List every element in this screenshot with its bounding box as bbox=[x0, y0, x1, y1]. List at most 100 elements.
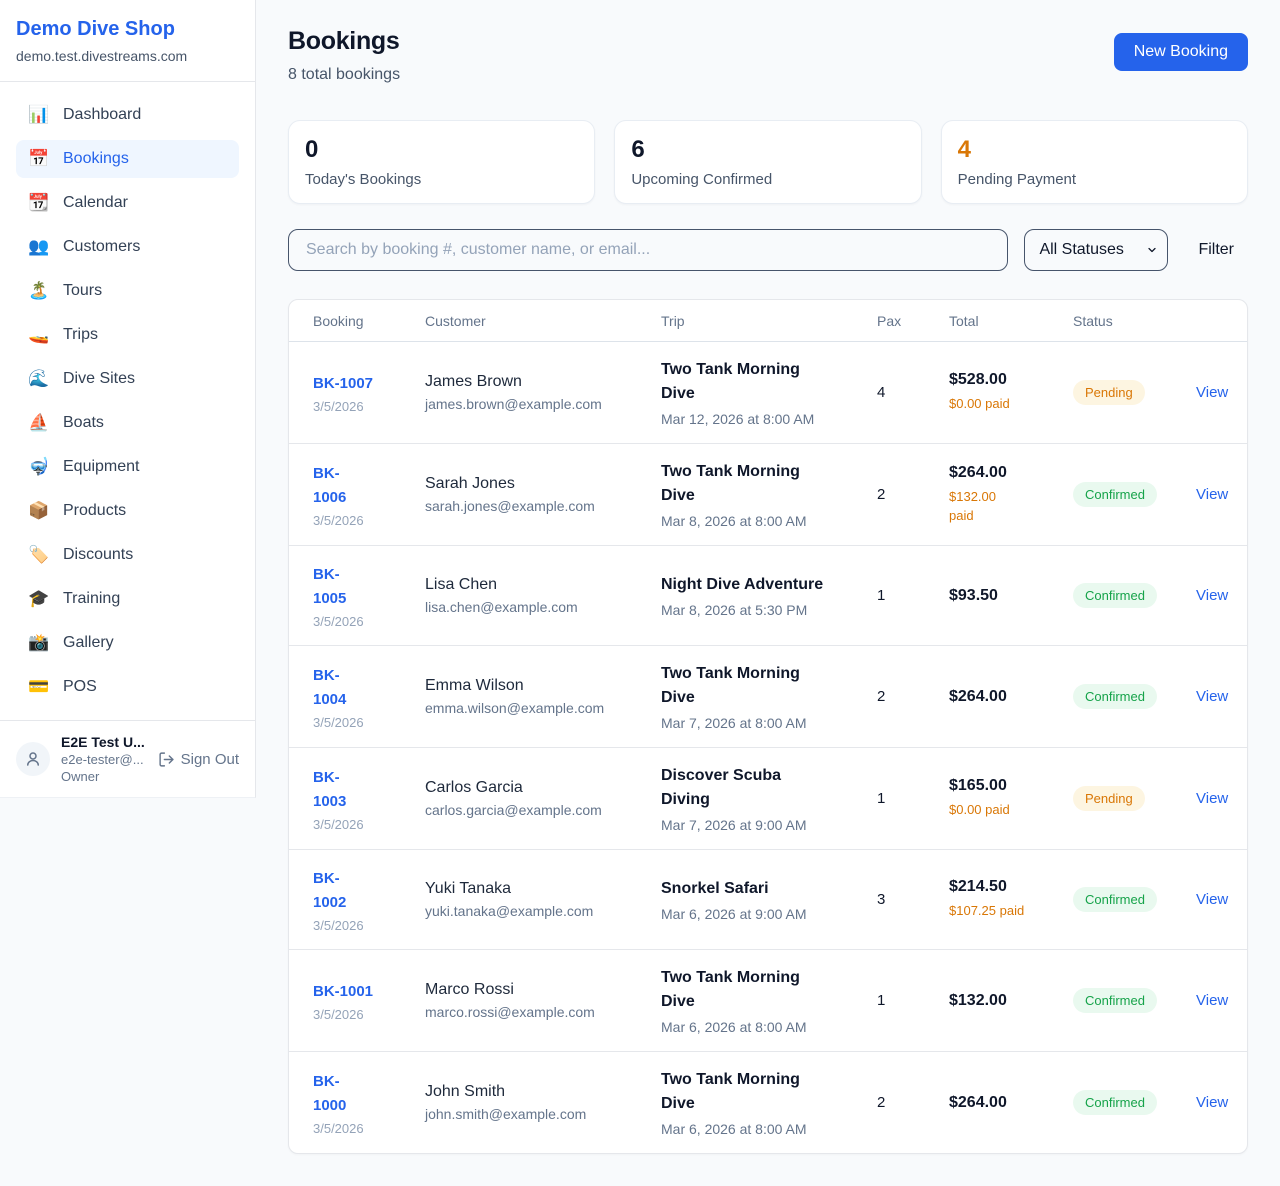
dashboard-icon: 📊 bbox=[28, 105, 50, 124]
trip-datetime: Mar 6, 2026 at 8:00 AM bbox=[661, 1019, 807, 1035]
booking-number-link[interactable]: BK- 1000 bbox=[313, 1072, 347, 1114]
trip-name: Discover Scuba Diving bbox=[661, 767, 782, 808]
paid-amount: $132.00 paid bbox=[949, 488, 996, 524]
view-link[interactable]: View bbox=[1196, 383, 1229, 401]
customer-email: emma.wilson@example.com bbox=[425, 700, 605, 716]
booking-number-link[interactable]: BK- 1005 bbox=[313, 565, 347, 607]
sidebar-item-trips[interactable]: 🚤 Trips bbox=[28, 325, 98, 344]
status-badge: Confirmed bbox=[1073, 887, 1157, 912]
stat-label: Pending Payment bbox=[957, 171, 1077, 188]
customer-name: Lisa Chen bbox=[425, 576, 498, 593]
brand: Demo Dive Shop demo.test.divestreams.com bbox=[0, 0, 255, 82]
gallery-icon: 📸 bbox=[28, 633, 50, 652]
total-amount: $264.00 bbox=[949, 463, 1007, 481]
pax-count: 2 bbox=[877, 1094, 886, 1111]
customer-name: Marco Rossi bbox=[425, 981, 514, 998]
user-email: e2e-tester@... bbox=[61, 752, 144, 767]
view-link[interactable]: View bbox=[1196, 687, 1229, 705]
col-header-action bbox=[1172, 300, 1247, 342]
paid-amount: $0.00 paid bbox=[949, 396, 1010, 412]
booking-number-link[interactable]: BK- 1002 bbox=[313, 869, 347, 911]
page-subtitle: 8 total bookings bbox=[288, 66, 401, 83]
booking-date: 3/5/2026 bbox=[313, 1120, 364, 1136]
sidebar-item-training[interactable]: 🎓 Training bbox=[28, 589, 121, 608]
sidebar-item-pos[interactable]: 💳 POS bbox=[28, 677, 97, 696]
sidebar-item-dive-sites[interactable]: 🌊 Dive Sites bbox=[28, 369, 136, 388]
customer-name: Carlos Garcia bbox=[425, 779, 523, 796]
trip-datetime: Mar 8, 2026 at 8:00 AM bbox=[661, 513, 807, 529]
status-filter-select[interactable]: All Statuses bbox=[1024, 229, 1169, 271]
stat-card-today-s-bookings: 0 Today's Bookings bbox=[288, 120, 596, 204]
sidebar-item-calendar[interactable]: 📆 Calendar bbox=[28, 193, 128, 212]
status-badge: Pending bbox=[1073, 380, 1145, 405]
discounts-icon: 🏷️ bbox=[28, 545, 50, 564]
view-link[interactable]: View bbox=[1196, 485, 1229, 503]
trip-datetime: Mar 7, 2026 at 9:00 AM bbox=[661, 817, 807, 833]
total-amount: $264.00 bbox=[949, 687, 1007, 705]
view-link[interactable]: View bbox=[1196, 1093, 1229, 1111]
pax-count: 2 bbox=[877, 688, 886, 705]
sidebar: Demo Dive Shop demo.test.divestreams.com… bbox=[0, 0, 256, 798]
trip-name: Two Tank Morning Dive bbox=[661, 361, 800, 402]
pax-count: 3 bbox=[877, 891, 886, 908]
booking-number-link[interactable]: BK-1007 bbox=[313, 374, 374, 392]
trip-name: Two Tank Morning Dive bbox=[661, 969, 800, 1010]
sidebar-item-gallery[interactable]: 📸 Gallery bbox=[28, 633, 114, 652]
pax-count: 1 bbox=[877, 790, 886, 807]
new-booking-button[interactable]: New Booking bbox=[1113, 33, 1248, 71]
trip-datetime: Mar 6, 2026 at 8:00 AM bbox=[661, 1121, 807, 1137]
pax-count: 1 bbox=[877, 587, 886, 604]
table-row: BK- 1002 3/5/2026 Yuki Tanaka yuki.tanak… bbox=[289, 849, 1247, 950]
status-badge: Confirmed bbox=[1073, 583, 1157, 608]
booking-number-link[interactable]: BK- 1006 bbox=[313, 464, 347, 506]
booking-number-link[interactable]: BK-1001 bbox=[313, 982, 374, 1000]
trip-datetime: Mar 7, 2026 at 8:00 AM bbox=[661, 715, 807, 731]
pax-count: 4 bbox=[877, 384, 886, 401]
sidebar-item-customers[interactable]: 👥 Customers bbox=[28, 237, 141, 256]
user-section: E2E Test U... e2e-tester@... Owner Sign … bbox=[0, 720, 255, 797]
booking-number-link[interactable]: BK- 1003 bbox=[313, 768, 347, 810]
sidebar-item-bookings[interactable]: 📅 Bookings bbox=[16, 140, 239, 178]
col-header-trip: Trip bbox=[637, 300, 853, 342]
table-row: BK- 1004 3/5/2026 Emma Wilson emma.wilso… bbox=[289, 645, 1247, 748]
sidebar-item-boats[interactable]: ⛵ Boats bbox=[28, 413, 104, 432]
stat-label: Upcoming Confirmed bbox=[631, 171, 773, 188]
view-link[interactable]: View bbox=[1196, 586, 1229, 604]
sidebar-item-dashboard[interactable]: 📊 Dashboard bbox=[28, 105, 142, 124]
view-link[interactable]: View bbox=[1196, 789, 1229, 807]
sidebar-item-discounts[interactable]: 🏷️ Discounts bbox=[28, 545, 134, 564]
table-row: BK- 1006 3/5/2026 Sarah Jones sarah.jone… bbox=[289, 443, 1247, 546]
customer-email: marco.rossi@example.com bbox=[425, 1004, 595, 1020]
training-icon: 🎓 bbox=[28, 589, 50, 608]
paid-amount: $107.25 paid bbox=[949, 903, 1025, 919]
col-header-status: Status bbox=[1049, 300, 1172, 342]
customer-name: Sarah Jones bbox=[425, 475, 515, 492]
sidebar-nav: 📊 Dashboard 📅 Bookings 📆 Calendar 👥 Cust… bbox=[0, 82, 255, 720]
search-input[interactable] bbox=[288, 229, 1009, 271]
page-title: Bookings bbox=[288, 27, 400, 55]
products-icon: 📦 bbox=[28, 501, 50, 520]
total-amount: $93.50 bbox=[949, 586, 998, 604]
sidebar-item-tours[interactable]: 🏝️ Tours bbox=[28, 281, 103, 300]
trip-datetime: Mar 8, 2026 at 5:30 PM bbox=[661, 602, 808, 618]
pos-icon: 💳 bbox=[28, 677, 50, 696]
booking-date: 3/5/2026 bbox=[313, 917, 364, 933]
total-amount: $528.00 bbox=[949, 371, 1007, 389]
filter-button[interactable]: Filter bbox=[1184, 241, 1248, 259]
sign-out-button[interactable]: Sign Out bbox=[158, 751, 239, 768]
stat-label: Today's Bookings bbox=[305, 171, 422, 188]
view-link[interactable]: View bbox=[1196, 890, 1229, 908]
booking-number-link[interactable]: BK- 1004 bbox=[313, 666, 347, 708]
customer-email: yuki.tanaka@example.com bbox=[425, 903, 594, 919]
stat-value: 6 bbox=[631, 136, 645, 163]
bookings-icon: 📅 bbox=[28, 149, 50, 168]
col-header-booking: Booking bbox=[289, 300, 401, 342]
stat-value: 4 bbox=[957, 136, 972, 163]
sidebar-item-equipment[interactable]: 🤿 Equipment bbox=[28, 457, 140, 476]
customer-email: lisa.chen@example.com bbox=[425, 599, 578, 615]
status-badge: Confirmed bbox=[1073, 988, 1157, 1013]
trip-name: Night Dive Adventure bbox=[661, 576, 824, 593]
sidebar-item-products[interactable]: 📦 Products bbox=[28, 501, 127, 520]
view-link[interactable]: View bbox=[1196, 991, 1229, 1009]
user-icon bbox=[27, 752, 39, 766]
